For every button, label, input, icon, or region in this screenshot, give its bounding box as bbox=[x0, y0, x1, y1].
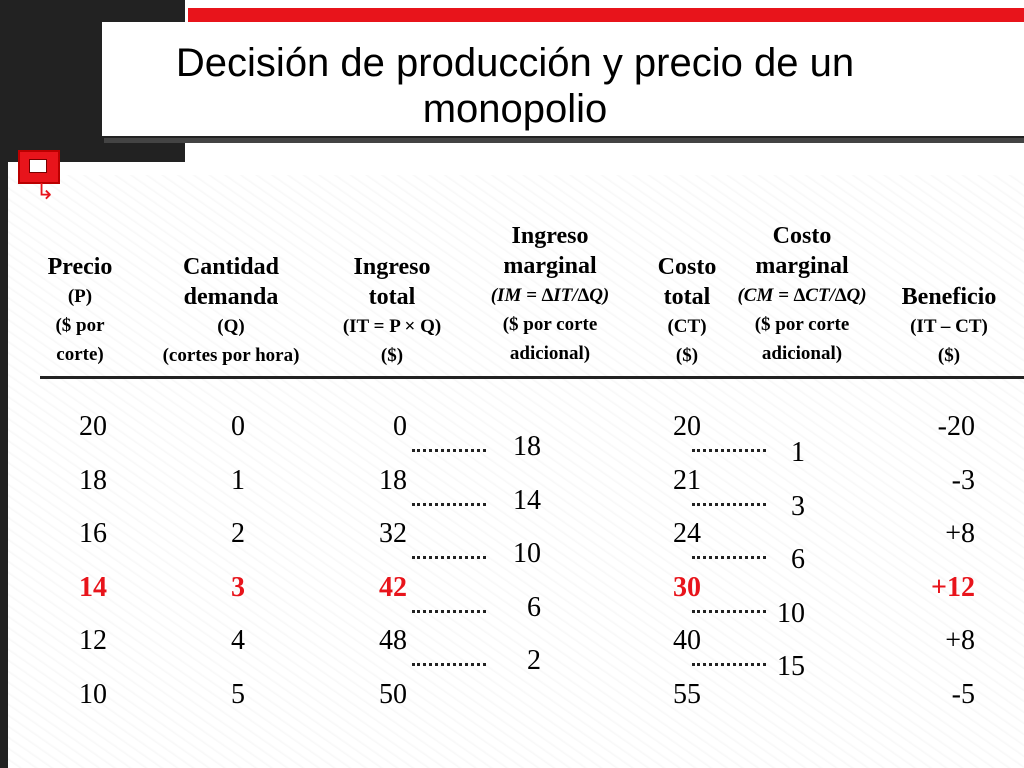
frame-left-bar bbox=[0, 0, 8, 768]
cell-cantidad: 0 bbox=[231, 411, 245, 442]
cell-ingreso-marginal: 18 bbox=[513, 431, 541, 462]
cell-costo-marginal: 1 bbox=[791, 437, 805, 468]
dotted-leader-im bbox=[412, 609, 486, 613]
cell-costo-total: 55 bbox=[673, 678, 701, 710]
bullet-square-icon bbox=[18, 150, 60, 184]
cell-ingreso-total: 32 bbox=[379, 518, 407, 549]
cell-costo-total: 40 bbox=[673, 625, 701, 656]
header-divider bbox=[40, 376, 1024, 379]
cell-ingreso-marginal: 10 bbox=[513, 538, 541, 569]
cell-beneficio: +8 bbox=[945, 625, 975, 656]
cell-costo-marginal: 10 bbox=[777, 597, 805, 629]
cell-costo-total: 30 bbox=[673, 571, 701, 603]
cell-costo-marginal: 6 bbox=[791, 544, 805, 575]
background-texture bbox=[8, 175, 1024, 768]
cell-precio: 12 bbox=[79, 625, 107, 656]
cell-beneficio: +12 bbox=[931, 571, 975, 603]
cell-ingreso-total: 42 bbox=[379, 571, 407, 603]
dotted-leader-cm bbox=[692, 449, 766, 452]
dotted-leader-im bbox=[412, 449, 486, 452]
dotted-leader-cm bbox=[692, 663, 766, 666]
cell-precio: 14 bbox=[79, 571, 107, 603]
cell-beneficio: -5 bbox=[951, 678, 975, 710]
header-precio: Precio (P) ($ por corte) bbox=[47, 254, 113, 365]
cell-cantidad: 3 bbox=[231, 571, 245, 603]
dotted-leader-im bbox=[412, 502, 486, 506]
cell-ingreso-marginal: 2 bbox=[527, 645, 541, 676]
bullet-arrow-icon: ↳ bbox=[36, 180, 55, 205]
header-costo-total: Costo total (CT) ($) bbox=[657, 254, 717, 366]
cell-beneficio: -20 bbox=[937, 411, 975, 442]
cell-ingreso-total: 18 bbox=[379, 464, 407, 496]
title-box bbox=[100, 22, 1024, 138]
cell-costo-marginal: 3 bbox=[791, 490, 805, 522]
cell-precio: 16 bbox=[79, 518, 107, 549]
header-ingreso-marginal: Ingreso marginal (IM = ∆IT/∆Q) ($ por co… bbox=[490, 223, 610, 364]
header-costo-marginal: Costo marginal (CM = ∆CT/∆Q) ($ por cort… bbox=[737, 223, 867, 364]
dotted-leader-cm bbox=[692, 556, 766, 559]
cell-ingreso-total: 48 bbox=[379, 625, 407, 656]
cell-beneficio: +8 bbox=[945, 518, 975, 549]
cell-precio: 18 bbox=[79, 464, 107, 496]
slide-title: Decisión de producción y precio de un mo… bbox=[175, 41, 855, 131]
dotted-leader-im bbox=[412, 663, 486, 666]
dotted-leader-cm bbox=[692, 502, 766, 506]
header-ingreso-total: Ingreso total (IT = P × Q) ($) bbox=[342, 254, 442, 366]
header-beneficio: Beneficio (IT – CT) ($) bbox=[901, 284, 997, 366]
cell-ingreso-total: 0 bbox=[393, 411, 407, 442]
cell-ingreso-total: 50 bbox=[379, 678, 407, 710]
cell-costo-total: 20 bbox=[673, 411, 701, 442]
frame-top-red-bar bbox=[188, 8, 1024, 24]
cell-ingreso-marginal: 6 bbox=[527, 591, 541, 623]
cell-costo-total: 21 bbox=[673, 464, 701, 496]
cell-cantidad: 2 bbox=[231, 518, 245, 549]
cell-cantidad: 1 bbox=[231, 464, 245, 496]
cell-precio: 20 bbox=[79, 411, 107, 442]
cell-ingreso-marginal: 14 bbox=[513, 484, 541, 516]
cell-precio: 10 bbox=[79, 678, 107, 710]
dotted-leader-im bbox=[412, 556, 486, 559]
cell-costo-marginal: 15 bbox=[777, 651, 805, 682]
cell-beneficio: -3 bbox=[951, 464, 975, 496]
header-cantidad: Cantidad demanda (Q) (cortes por hora) bbox=[162, 254, 300, 366]
dotted-leader-cm bbox=[692, 609, 766, 613]
cell-cantidad: 4 bbox=[231, 625, 245, 656]
cell-cantidad: 5 bbox=[231, 678, 245, 710]
cell-costo-total: 24 bbox=[673, 518, 701, 549]
